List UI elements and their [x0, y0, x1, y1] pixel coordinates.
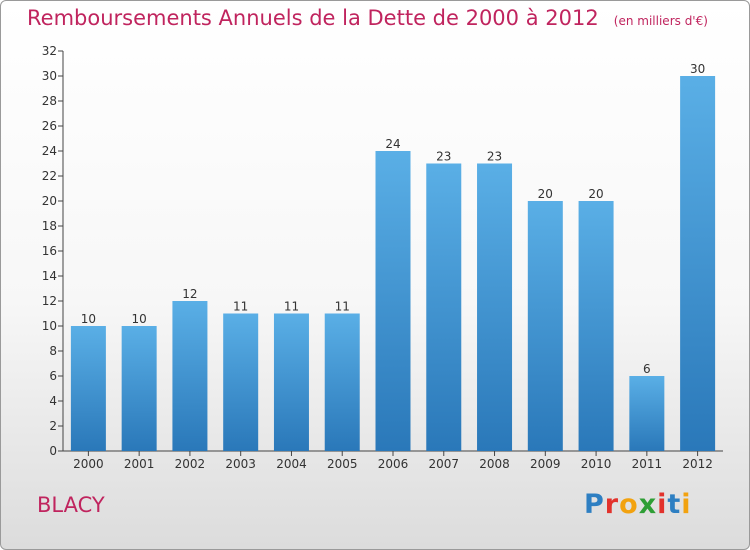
- y-tick-label: 4: [49, 394, 57, 408]
- y-tick-label: 2: [49, 419, 57, 433]
- logo-letter: P: [584, 489, 605, 520]
- y-tick-label: 20: [42, 194, 57, 208]
- bar-2009: [527, 201, 563, 451]
- logo-letter: i: [681, 489, 692, 520]
- x-tick-label-2006: 2006: [378, 457, 409, 471]
- x-tick-label-2012: 2012: [682, 457, 713, 471]
- logo-letter: i: [657, 489, 668, 520]
- x-tick-label-2004: 2004: [276, 457, 307, 471]
- x-tick-label-2010: 2010: [581, 457, 612, 471]
- bar-2000: [70, 326, 106, 451]
- y-tick-label: 22: [42, 169, 57, 183]
- data-label-2004: 11: [284, 300, 299, 314]
- data-label-2011: 6: [643, 362, 651, 376]
- x-tick-label-2002: 2002: [175, 457, 206, 471]
- data-label-2000: 10: [81, 312, 96, 326]
- y-tick-label: 16: [42, 244, 57, 258]
- bar-2008: [477, 163, 513, 451]
- y-tick-label: 24: [42, 144, 57, 158]
- chart-data-labels: 10 10 12 11 11 11 24 23 23 20 20 6 30: [81, 62, 706, 376]
- x-tick-label-2003: 2003: [225, 457, 256, 471]
- bar-2012: [680, 76, 716, 451]
- x-tick-label-2000: 2000: [73, 457, 104, 471]
- bar-2010: [578, 201, 614, 451]
- bar-2001: [121, 326, 157, 451]
- x-tick-label-2005: 2005: [327, 457, 358, 471]
- logo-letter: t: [667, 489, 682, 520]
- x-tick-label-2011: 2011: [632, 457, 663, 471]
- chart-bars: [70, 76, 716, 451]
- y-tick-label: 8: [49, 344, 57, 358]
- data-label-2002: 12: [182, 287, 197, 301]
- data-label-2010: 20: [588, 187, 603, 201]
- data-label-2009: 20: [538, 187, 553, 201]
- proxiti-logo: Proxiti: [584, 489, 692, 520]
- x-tick-label-2001: 2001: [124, 457, 155, 471]
- bar-2005: [324, 313, 360, 451]
- y-tick-label: 10: [42, 319, 57, 333]
- logo-letter: r: [604, 489, 620, 520]
- y-tick-label: 0: [49, 444, 57, 458]
- chart-title: Remboursements Annuels de la Dette de 20…: [27, 6, 708, 30]
- commune-name: BLACY: [37, 493, 105, 517]
- data-label-2003: 11: [233, 300, 248, 314]
- x-tick-label-2008: 2008: [479, 457, 510, 471]
- data-label-2005: 11: [335, 300, 350, 314]
- y-tick-label: 30: [42, 69, 57, 83]
- bar-2004: [273, 313, 309, 451]
- data-label-2008: 23: [487, 150, 502, 164]
- data-label-2007: 23: [436, 150, 451, 164]
- y-tick-label: 28: [42, 94, 57, 108]
- x-tick-label-2009: 2009: [530, 457, 561, 471]
- y-tick-label: 14: [42, 269, 57, 283]
- y-tick-label: 18: [42, 219, 57, 233]
- logo-letter: x: [638, 489, 658, 520]
- bar-2002: [172, 301, 208, 451]
- bar-2003: [223, 313, 259, 451]
- data-label-2001: 10: [132, 312, 147, 326]
- bar-2007: [426, 163, 462, 451]
- bar-2006: [375, 151, 411, 451]
- data-label-2012: 30: [690, 62, 705, 76]
- bar-2011: [629, 376, 665, 451]
- chart-unit-label: (en milliers d'€): [613, 14, 708, 28]
- y-tick-label: 26: [42, 119, 57, 133]
- y-tick-label: 6: [49, 369, 57, 383]
- data-label-2006: 24: [385, 137, 400, 151]
- x-tick-label-2007: 2007: [428, 457, 459, 471]
- chart-title-text: Remboursements Annuels de la Dette de 20…: [27, 6, 599, 30]
- logo-letter: o: [619, 489, 639, 520]
- y-tick-label: 12: [42, 294, 57, 308]
- y-tick-label: 32: [42, 44, 57, 58]
